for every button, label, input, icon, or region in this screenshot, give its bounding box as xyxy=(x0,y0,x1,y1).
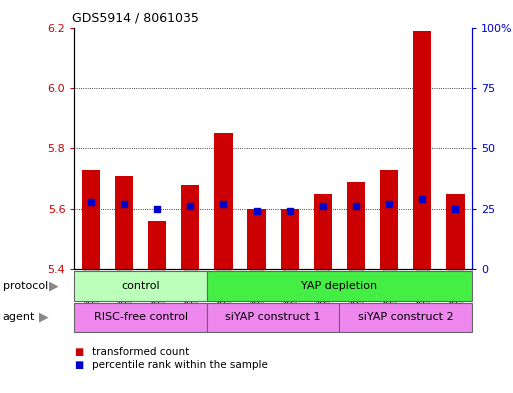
Bar xyxy=(446,194,464,269)
Text: siYAP construct 1: siYAP construct 1 xyxy=(225,312,321,322)
Bar xyxy=(314,194,332,269)
Text: agent: agent xyxy=(3,312,35,322)
Bar xyxy=(181,185,200,269)
Bar xyxy=(281,209,299,269)
Text: siYAP construct 2: siYAP construct 2 xyxy=(358,312,453,322)
Text: ▶: ▶ xyxy=(38,311,48,324)
Point xyxy=(418,196,426,202)
Bar xyxy=(207,303,340,332)
Bar xyxy=(340,303,472,332)
Bar xyxy=(247,209,266,269)
Text: protocol: protocol xyxy=(3,281,48,291)
Point xyxy=(252,208,261,214)
Bar xyxy=(82,169,100,269)
Text: GDS5914 / 8061035: GDS5914 / 8061035 xyxy=(72,12,199,25)
Bar xyxy=(380,169,398,269)
Text: ▶: ▶ xyxy=(49,279,58,292)
Point xyxy=(153,206,161,212)
Bar xyxy=(207,271,472,301)
Point xyxy=(352,203,360,209)
Bar xyxy=(347,182,365,269)
Point xyxy=(120,201,128,207)
Text: transformed count: transformed count xyxy=(92,347,190,357)
Bar xyxy=(74,271,207,301)
Point xyxy=(451,206,460,212)
Bar xyxy=(214,133,232,269)
Bar xyxy=(413,31,431,269)
Bar xyxy=(115,176,133,269)
Bar xyxy=(74,303,207,332)
Text: percentile rank within the sample: percentile rank within the sample xyxy=(92,360,268,371)
Text: ■: ■ xyxy=(74,347,84,357)
Text: RISC-free control: RISC-free control xyxy=(93,312,188,322)
Text: YAP depletion: YAP depletion xyxy=(301,281,378,291)
Point xyxy=(385,201,393,207)
Text: ■: ■ xyxy=(74,360,84,371)
Text: control: control xyxy=(122,281,160,291)
Point xyxy=(87,198,95,205)
Point xyxy=(286,208,294,214)
Bar xyxy=(148,221,166,269)
Point xyxy=(220,201,228,207)
Point xyxy=(319,203,327,209)
Point xyxy=(186,203,194,209)
